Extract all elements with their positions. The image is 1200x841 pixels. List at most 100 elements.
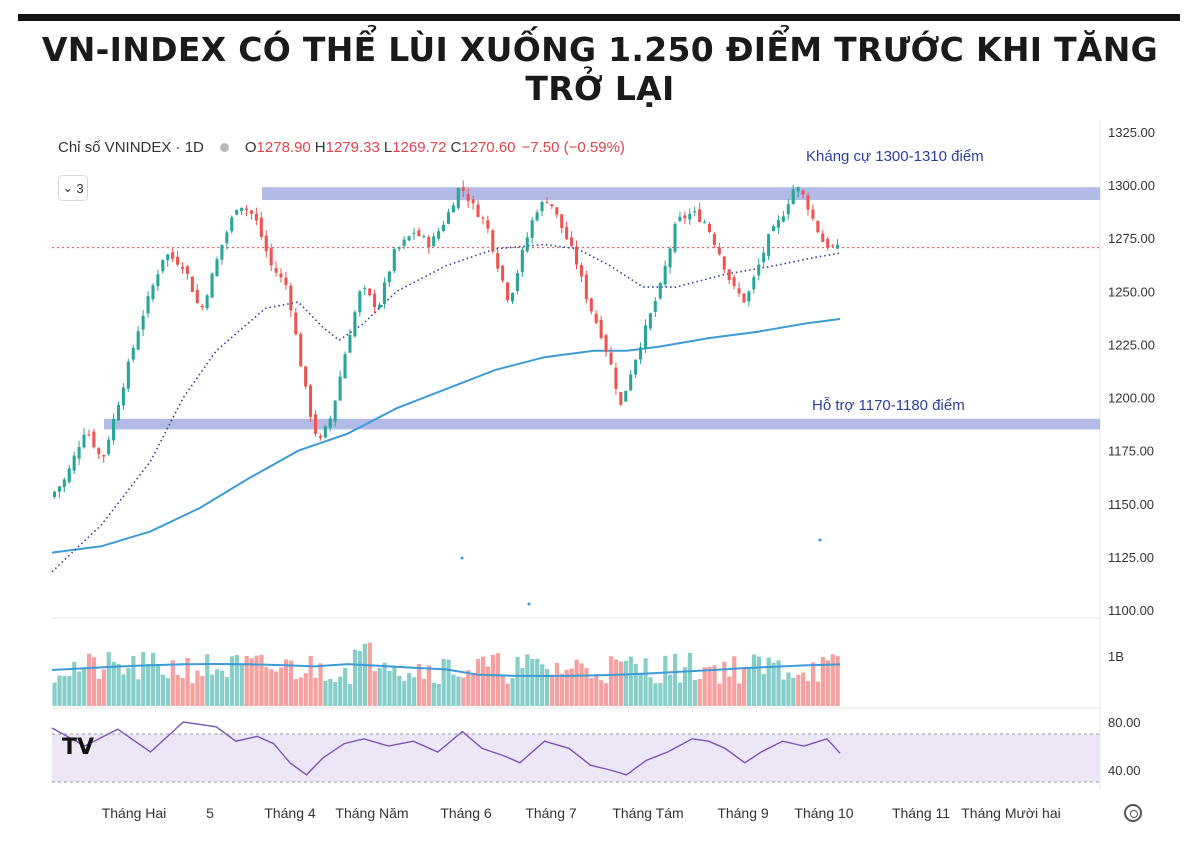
volume-bar xyxy=(412,677,417,706)
volume-bar xyxy=(594,674,599,706)
volume-bar xyxy=(279,667,284,706)
high-value: 1279.33 xyxy=(325,139,380,156)
volume-bar xyxy=(500,676,505,706)
volume-bar xyxy=(274,671,279,706)
y-tick-label: 1175.00 xyxy=(1108,444,1154,459)
volume-bar xyxy=(205,654,210,706)
candle-body xyxy=(338,376,342,401)
volume-bar xyxy=(549,674,555,706)
candle-body xyxy=(446,212,450,224)
candle-body xyxy=(412,232,416,234)
candle-body xyxy=(146,296,150,314)
volume-bar xyxy=(259,654,264,706)
candle-body xyxy=(245,208,249,211)
candle-body xyxy=(599,319,603,339)
volume-bar xyxy=(303,673,308,706)
candle-body xyxy=(442,224,446,231)
x-tick-label: Tháng Tám xyxy=(612,805,683,821)
volume-bar xyxy=(687,652,693,706)
candle-body xyxy=(579,265,583,277)
candle-body xyxy=(107,439,111,455)
volume-bar xyxy=(737,683,742,706)
volume-bar xyxy=(751,654,757,706)
candle-body xyxy=(264,235,268,252)
candle-body xyxy=(757,264,761,276)
candle-body xyxy=(240,207,244,212)
y-tick-label: 1325.00 xyxy=(1108,125,1155,140)
volume-bar xyxy=(402,680,407,706)
volume-bar xyxy=(456,676,461,706)
candle-body xyxy=(97,448,101,455)
resistance-annotation: Kháng cự 1300-1310 điểm xyxy=(806,148,984,165)
candle-body xyxy=(806,195,810,210)
candle-body xyxy=(781,216,785,222)
support-zone xyxy=(104,418,1100,430)
volume-bar xyxy=(323,680,328,706)
candle-body xyxy=(313,414,318,434)
candle-body xyxy=(796,187,800,192)
volume-bar xyxy=(362,643,367,706)
x-tick-label: Tháng 4 xyxy=(264,805,316,821)
candle-body xyxy=(323,426,327,438)
candle-body xyxy=(176,256,180,265)
candle-body xyxy=(87,434,91,436)
candle-body xyxy=(309,385,313,417)
candle-body xyxy=(653,301,657,312)
volume-bar xyxy=(190,683,195,706)
rsi-tick-label: 80.00 xyxy=(1108,715,1141,730)
volume-bar xyxy=(613,659,619,706)
volume-bar xyxy=(820,657,825,706)
candle-body xyxy=(102,455,106,457)
support-annotation: Hỗ trợ 1170-1180 điểm xyxy=(812,397,965,414)
volume-bar xyxy=(441,658,446,706)
volume-bar xyxy=(781,679,786,706)
candle-body xyxy=(116,404,121,421)
candle-body xyxy=(752,277,756,290)
volume-bar xyxy=(604,683,609,706)
volume-bar xyxy=(648,677,653,706)
tradingview-logo-icon: TV xyxy=(62,735,95,760)
volume-bar xyxy=(86,653,92,706)
volume-bar xyxy=(249,658,254,706)
y-tick-label: 1200.00 xyxy=(1108,391,1155,406)
candle-body xyxy=(397,247,401,249)
rsi-tick-label: 40.00 xyxy=(1108,763,1141,778)
candle-body xyxy=(683,215,687,219)
candle-body xyxy=(570,237,574,246)
candle-body xyxy=(235,209,239,215)
volume-bar xyxy=(333,682,338,706)
candle-body xyxy=(328,418,332,428)
y-tick-label: 1150.00 xyxy=(1108,497,1154,512)
candle-body xyxy=(678,216,682,221)
ma-long-line xyxy=(51,318,841,554)
volume-bar xyxy=(540,664,545,706)
y-tick-label: 1125.00 xyxy=(1108,550,1154,565)
x-tick-label: Tháng 6 xyxy=(440,805,492,821)
volume-bar xyxy=(313,677,318,706)
candle-body xyxy=(141,315,145,330)
volume-bar xyxy=(165,678,170,706)
candle-body xyxy=(658,283,662,299)
volume-bar xyxy=(722,661,727,706)
volume-bar xyxy=(643,658,648,706)
volume-bar xyxy=(239,664,244,706)
volume-bar xyxy=(106,652,111,706)
x-tick-label: Tháng 7 xyxy=(525,805,577,821)
indicator-count: 3 xyxy=(76,180,84,196)
collapse-indicators-button[interactable]: ⌄ 3 xyxy=(58,175,88,201)
volume-bar xyxy=(141,652,146,706)
candle-body xyxy=(663,265,667,285)
candle-body xyxy=(747,291,751,302)
page-title: VN-INDEX CÓ THỂ LÙI XUỐNG 1.250 ĐIỂM TRƯ… xyxy=(41,30,1159,108)
settings-gear-icon[interactable] xyxy=(1124,804,1142,822)
candle-body xyxy=(560,214,564,229)
volume-bar xyxy=(579,663,584,706)
volume-bar xyxy=(796,674,801,706)
volume-bar xyxy=(136,679,141,706)
volume-bar xyxy=(825,660,830,706)
volume-bar xyxy=(717,683,722,706)
volume-bar xyxy=(328,678,333,706)
candle-body xyxy=(343,354,347,379)
volume-bar xyxy=(618,661,624,706)
